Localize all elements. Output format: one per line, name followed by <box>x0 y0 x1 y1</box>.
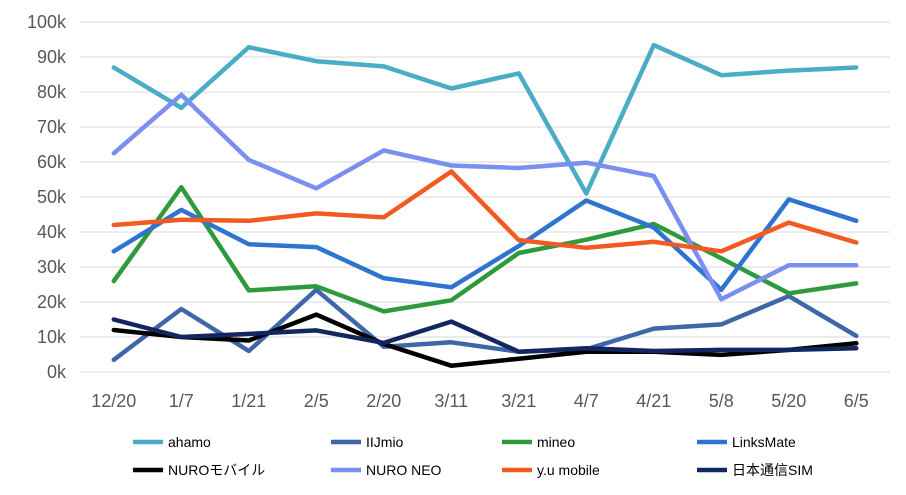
x-axis-tick-labels: 12/20 1/7 1/21 2/5 2/20 3/11 3/21 4/7 4/21 5/8 5/2… <box>91 391 869 411</box>
x-tick-label: 4/21 <box>636 391 671 411</box>
y-tick-label: 70k <box>37 117 67 137</box>
series-line-7 <box>111 317 859 354</box>
series-line-1 <box>111 287 859 363</box>
x-tick-label: 1/7 <box>169 391 194 411</box>
legend-item: y.u mobile <box>502 462 600 478</box>
legend-item: NURO NEO <box>331 462 442 478</box>
y-axis-tick-labels: 0k 10k 20k 30k 40k 50k 60k 70k 80k 90k 100k <box>27 12 67 382</box>
y-tick-label: 40k <box>37 222 67 242</box>
series-line-6 <box>111 169 859 254</box>
legend-label: IIJmio <box>366 434 404 450</box>
legend-label: NUROモバイル <box>168 462 265 478</box>
series-lines <box>111 42 859 368</box>
series-line-3 <box>111 197 859 293</box>
series-line-5 <box>111 92 859 302</box>
x-tick-label: 3/21 <box>501 391 536 411</box>
legend: ahamo IIJmio mineo LinksMate NUROモバイル NURO NE… <box>133 434 813 478</box>
legend-label: ahamo <box>168 434 211 450</box>
x-tick-label: 1/21 <box>231 391 266 411</box>
legend-label: y.u mobile <box>537 462 600 478</box>
y-tick-label: 100k <box>27 12 67 32</box>
x-tick-label: 5/8 <box>709 391 734 411</box>
y-tick-label: 50k <box>37 187 67 207</box>
y-tick-label: 60k <box>37 152 67 172</box>
y-tick-label: 20k <box>37 292 67 312</box>
y-tick-label: 0k <box>47 362 67 382</box>
x-tick-label: 4/7 <box>574 391 599 411</box>
legend-label: 日本通信SIM <box>732 462 813 478</box>
legend-item: LinksMate <box>697 434 796 450</box>
x-tick-label: 2/20 <box>366 391 401 411</box>
x-tick-label: 12/20 <box>91 391 136 411</box>
y-tick-label: 10k <box>37 327 67 347</box>
x-tick-label: 2/5 <box>304 391 329 411</box>
series-line-4 <box>111 312 859 368</box>
y-tick-label: 80k <box>37 82 67 102</box>
legend-label: LinksMate <box>732 434 796 450</box>
series-line-0 <box>111 42 859 196</box>
legend-label: NURO NEO <box>366 462 442 478</box>
legend-item: NUROモバイル <box>133 462 265 478</box>
x-tick-label: 6/5 <box>844 391 869 411</box>
legend-item: mineo <box>502 434 575 450</box>
x-tick-label: 3/11 <box>434 391 468 411</box>
series-line-2 <box>111 184 859 314</box>
legend-item: IIJmio <box>331 434 404 450</box>
y-tick-label: 30k <box>37 257 67 277</box>
x-tick-label: 5/20 <box>771 391 806 411</box>
legend-label: mineo <box>537 434 575 450</box>
legend-item: ahamo <box>133 434 211 450</box>
legend-item: 日本通信SIM <box>697 462 813 478</box>
y-tick-label: 90k <box>37 47 67 67</box>
